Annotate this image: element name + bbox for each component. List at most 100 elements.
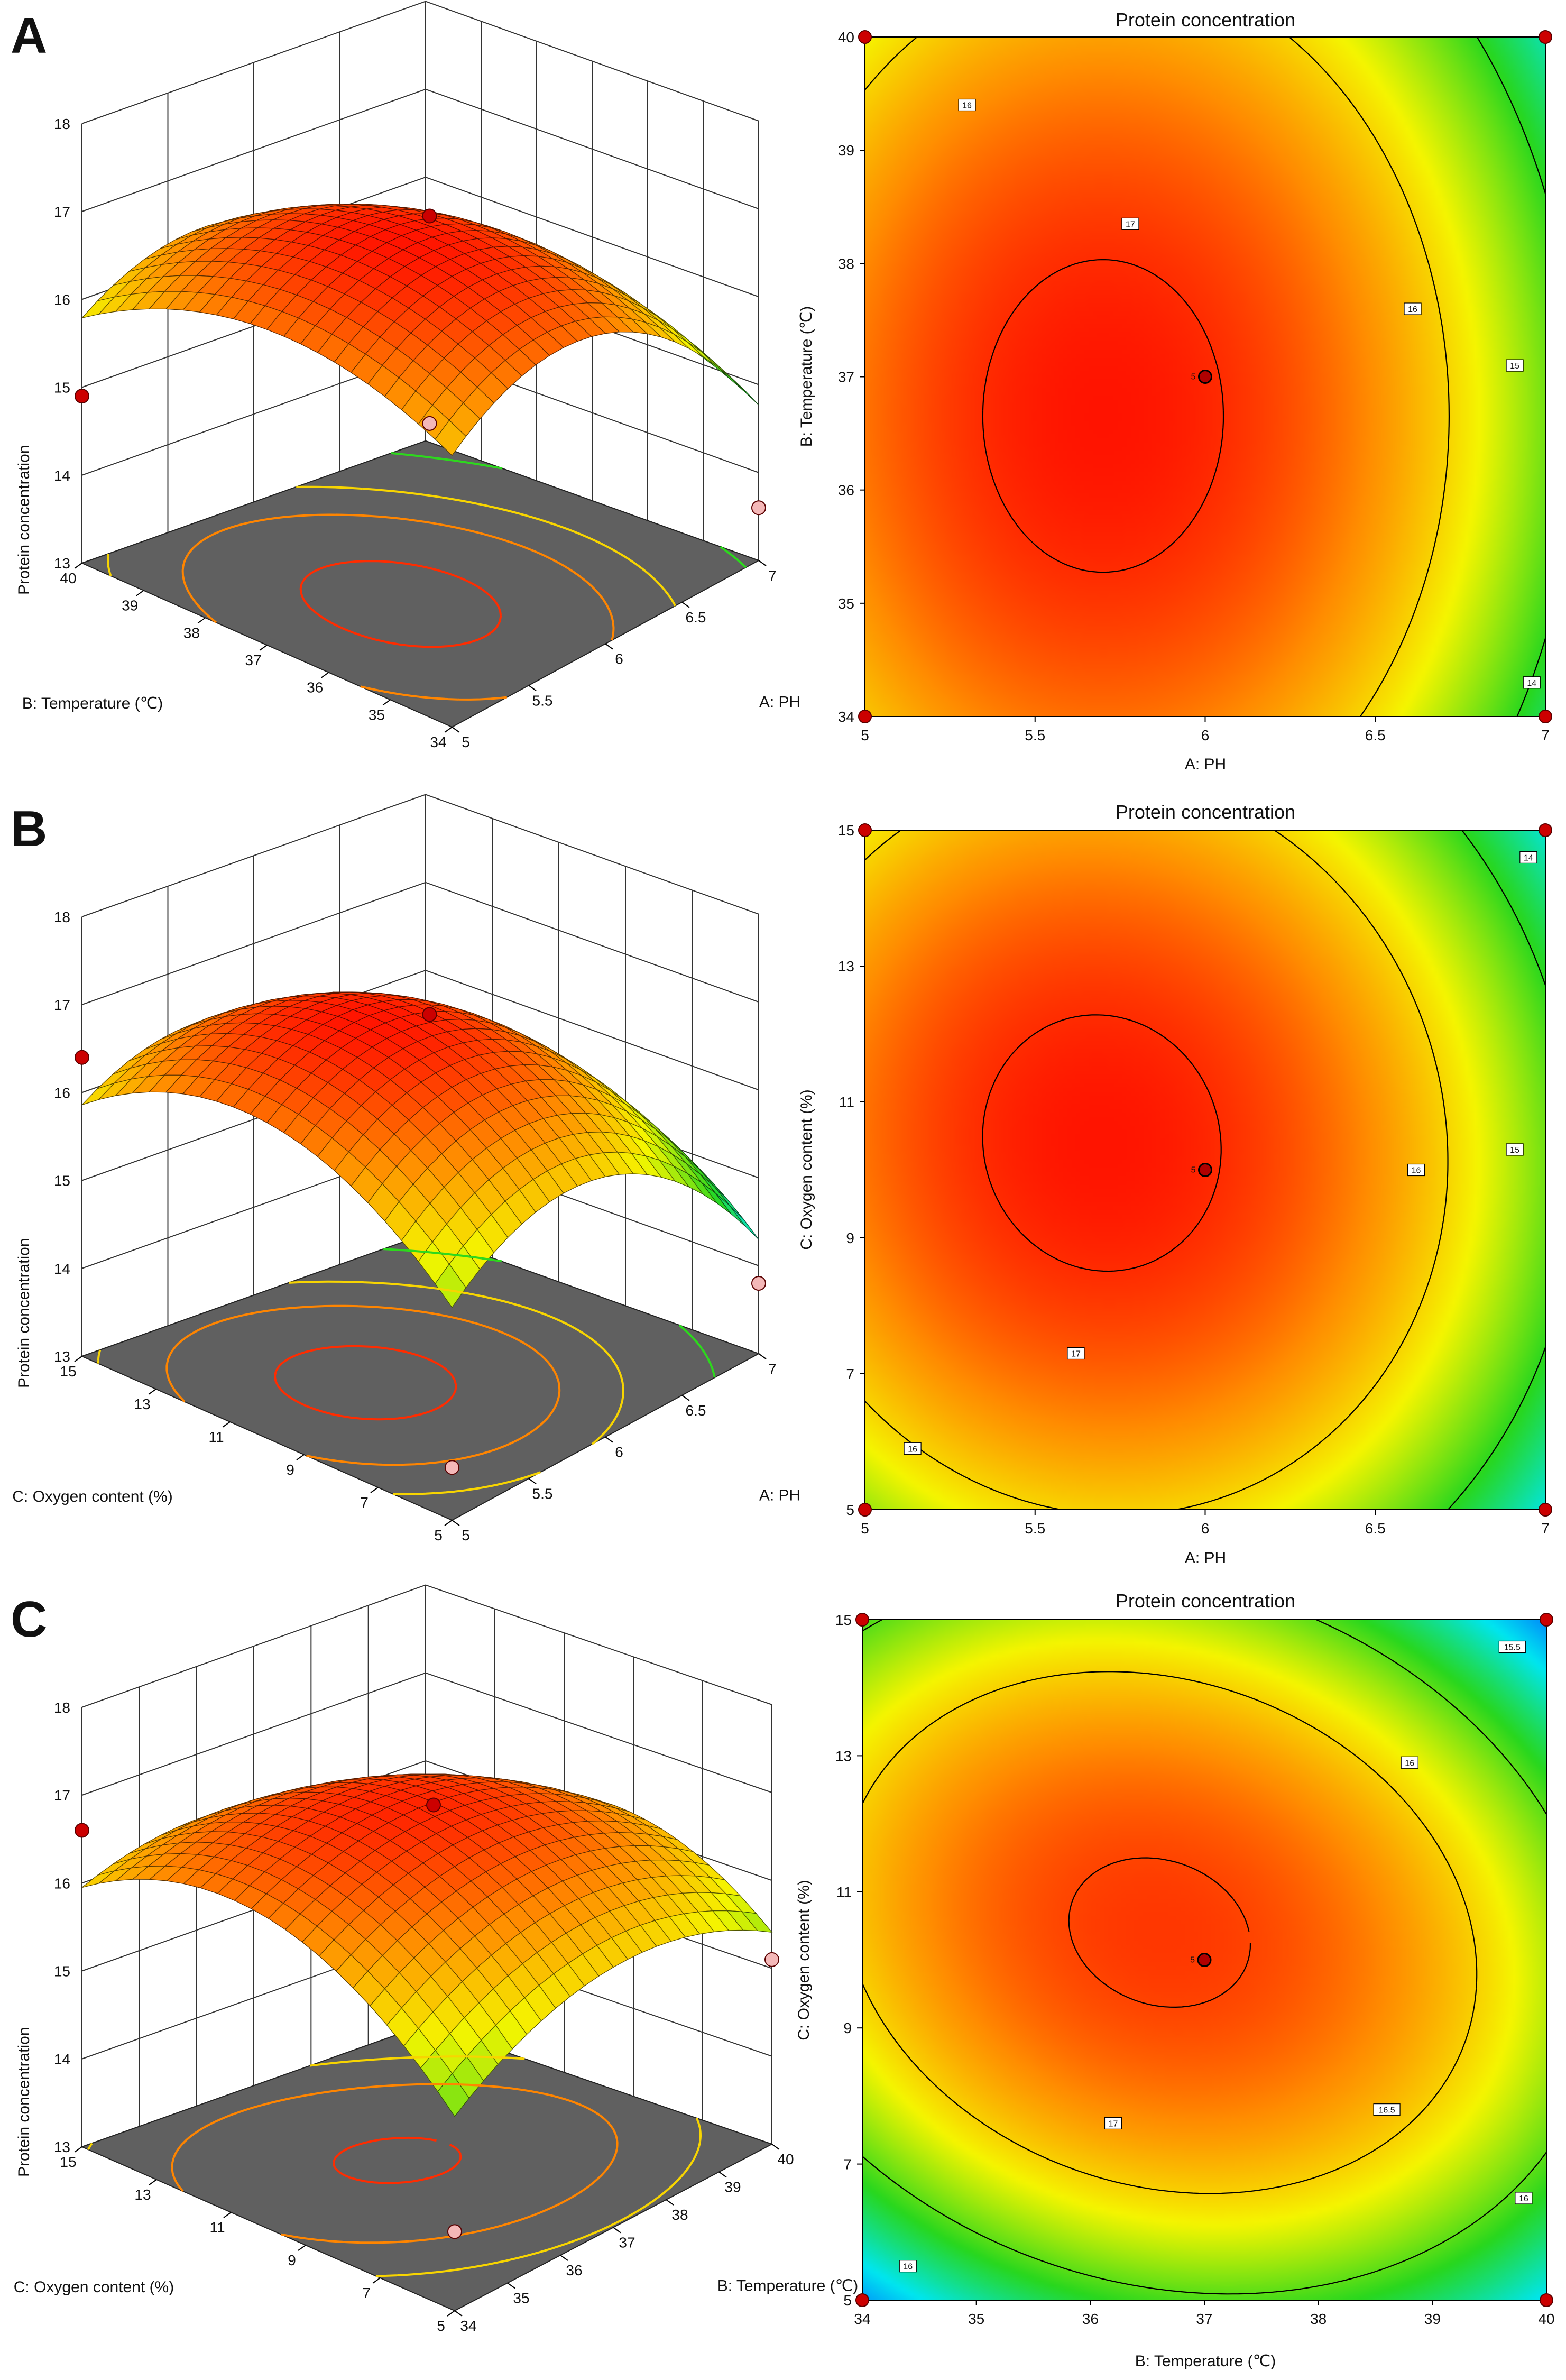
contour-label: 16 [899, 2260, 917, 2273]
y-tick-label: 15 [838, 822, 854, 839]
corner-design-point [855, 1613, 869, 1627]
contour-label-box [958, 98, 976, 112]
surface-plot-a: 13 14 15 16 17 18 5 5.5 6 6.5 7 34 35 36 37 38 39 40 A: P… [15, 1, 800, 750]
y-tick-mark [74, 563, 82, 569]
y-tick-mark [259, 645, 268, 651]
y-axis-title: C: Oxygen content (%) [14, 2278, 174, 2296]
contour-label-text: 17 [1109, 2119, 1118, 2128]
contour-label-box [1519, 851, 1537, 864]
x-tick-label: 39 [1424, 2311, 1441, 2327]
y-tick-mark [321, 672, 329, 678]
x-tick-label: 6.5 [686, 609, 706, 626]
corner-design-point [858, 1503, 872, 1517]
contour-label-text: 17 [1126, 220, 1135, 229]
design-point-above [422, 1007, 437, 1022]
x-axis-title: B: Temperature (℃) [1135, 2353, 1276, 2370]
y-tick-label: 37 [245, 652, 261, 668]
x-tick-mark [771, 2144, 780, 2150]
contour-line-17 [1068, 1857, 1251, 2008]
design-point-above [75, 389, 89, 404]
y-tick-label: 13 [134, 1396, 150, 1412]
y-tick-label: 15 [835, 1612, 852, 1628]
x-tick-label: 5.5 [1025, 1520, 1045, 1537]
design-point-below [445, 1460, 459, 1475]
y-tick-label: 39 [122, 598, 138, 614]
x-tick-mark [718, 2171, 727, 2178]
y-tick-label: 9 [843, 2020, 852, 2036]
x-tick-label: 35 [513, 2290, 529, 2307]
y-tick-label: 11 [839, 1094, 854, 1110]
x-tick-label: 6 [1201, 727, 1210, 743]
contour-label-text: 17 [1071, 1349, 1081, 1358]
floor-contours [87, 2055, 702, 2277]
y-tick-label: 13 [835, 1748, 852, 1764]
z-tick-label: 15 [54, 1173, 70, 1189]
contour-label: 17 [1121, 217, 1139, 230]
contour-label-text: 15.5 [1504, 1643, 1521, 1652]
wall-gridline [81, 794, 759, 917]
x-tick-label: 6.5 [1365, 1520, 1386, 1537]
contour-label: 16 [958, 98, 976, 112]
contour-label-box [1498, 1640, 1526, 1653]
surface-ticks: 5 5.5 6 6.5 7 5 7 9 11 13 15 A: PH C: Oxygen content… [12, 1353, 800, 1543]
x-tick-mark [758, 560, 767, 566]
y-axis-title: C: Oxygen content (%) [795, 1880, 813, 2040]
surface-cell [687, 342, 717, 367]
y-tick-label: 36 [838, 482, 854, 499]
corner-design-point [855, 2293, 869, 2307]
z-tick-label: 14 [54, 467, 70, 484]
design-point-below [764, 1952, 779, 1967]
contour-line-16-5 [862, 1671, 1478, 2194]
x-tick-mark [560, 2255, 568, 2261]
y-tick-label: 35 [369, 706, 385, 723]
x-tick-label: 5.5 [1025, 727, 1045, 743]
z-tick-label: 13 [54, 555, 70, 572]
contour-lines [865, 37, 1545, 716]
contour-level-labels: 17 16 15 14 16 [904, 851, 1537, 1455]
z-tick-label: 16 [54, 1875, 70, 1891]
y-tick-label: 34 [430, 734, 446, 750]
x-tick-mark [605, 643, 613, 650]
floor-contour-line [391, 452, 747, 568]
contour-label: 16 [1407, 1163, 1425, 1177]
y-tick-mark [447, 2310, 455, 2317]
z-tick-label: 17 [54, 997, 70, 1013]
contour-label-box [1373, 2103, 1401, 2116]
panel-letter-c: C [11, 1591, 47, 1648]
x-tick-label: 6.5 [686, 1402, 706, 1419]
x-tick-label: 36 [566, 2262, 582, 2278]
contour-ticks: 34 35 36 37 38 39 40 5 7 9 11 13 15 [835, 1612, 1555, 2327]
response-surface-mesh [81, 991, 759, 1308]
contour-line-16 [865, 830, 1449, 1510]
z-tick-label: 13 [54, 1348, 70, 1365]
wall-gridline [81, 1584, 772, 1708]
wall-gridline [81, 88, 759, 212]
contour-label: 16 [1401, 1756, 1418, 1769]
z-tick-label: 13 [54, 2139, 70, 2155]
x-axis-title: A: PH [759, 1487, 800, 1504]
contour-ticks: 5 5.5 6 6.5 7 5 7 9 11 13 15 [838, 822, 1550, 1537]
x-tick-mark [758, 1353, 767, 1359]
x-tick-mark [681, 601, 690, 608]
design-point-above [426, 1797, 441, 1813]
x-tick-label: 5.5 [532, 1485, 553, 1502]
x-tick-label: 37 [619, 2235, 635, 2251]
contour-label-text: 16 [1412, 1166, 1421, 1175]
x-tick-mark [528, 685, 537, 692]
contour-label: 15.5 [1498, 1640, 1526, 1653]
x-tick-label: 7 [1541, 727, 1550, 743]
y-tick-label: 36 [307, 679, 323, 696]
contour-label-box [1404, 302, 1422, 315]
center-design-point [1197, 1953, 1212, 1967]
contour-line-16 [865, 37, 1450, 716]
center-point-count: 5 [1191, 373, 1196, 382]
x-tick-label: 5 [861, 1520, 869, 1537]
x-tick-mark [613, 2227, 621, 2234]
x-tick-label: 34 [854, 2311, 870, 2327]
chart-title: Protein concentration [1116, 801, 1295, 823]
z-axis-title: Protein concentration [15, 1238, 33, 1388]
panel-letter-a: A [11, 7, 47, 64]
y-tick-mark [223, 2212, 232, 2218]
y-tick-label: 39 [838, 142, 854, 159]
